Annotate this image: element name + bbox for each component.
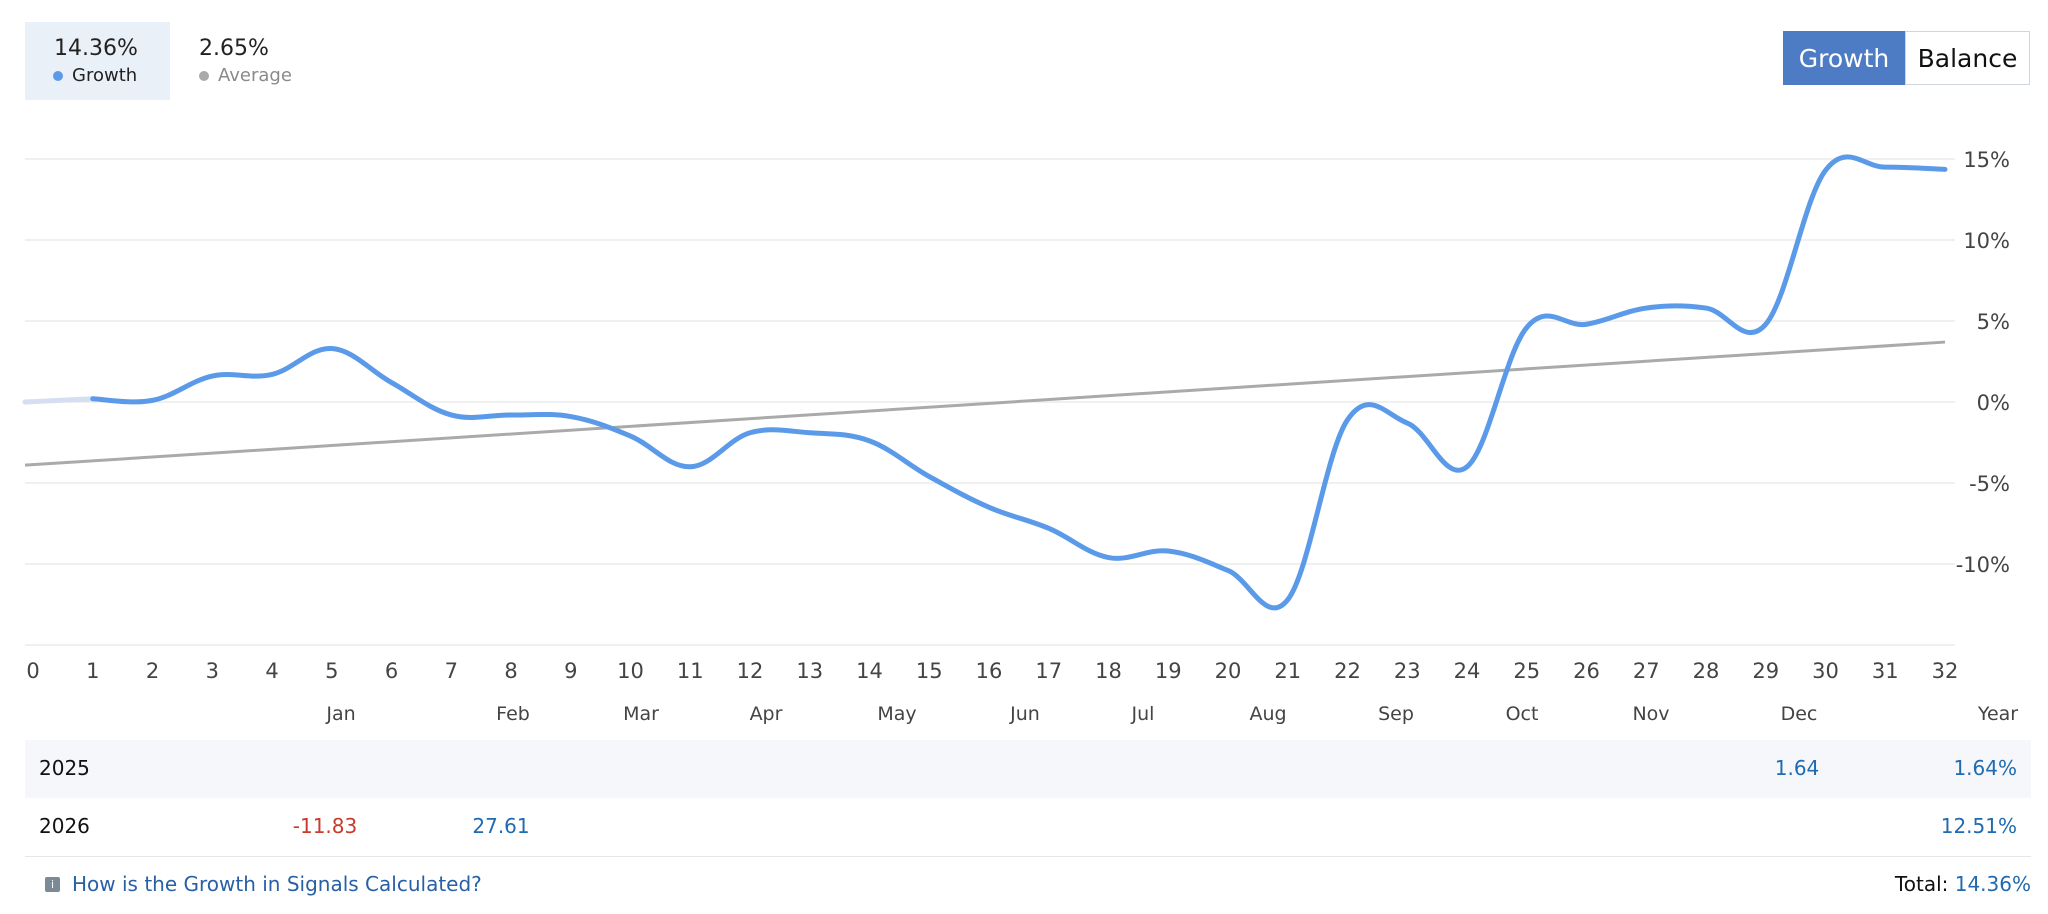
month-label-jun: Jun <box>1010 703 1040 725</box>
x-tick-label: 0 <box>26 659 39 683</box>
x-tick-label: 5 <box>325 659 338 683</box>
legend-average-text: Average <box>218 65 292 86</box>
growth-calculation-link-text: How is the Growth in Signals Calculated? <box>72 872 482 896</box>
x-tick-label: 28 <box>1693 659 1720 683</box>
growth-dot-icon <box>53 70 63 81</box>
legend-average[interactable]: 2.65% Average <box>190 22 320 100</box>
info-icon: i <box>45 876 60 892</box>
balance-toggle-button[interactable]: Balance <box>1905 31 2030 85</box>
x-tick-label: 27 <box>1633 659 1660 683</box>
x-tick-label: 4 <box>265 659 278 683</box>
x-tick-label: 13 <box>796 659 823 683</box>
month-label-oct: Oct <box>1505 703 1539 725</box>
table-row: 2026 -11.83 27.61 12.51% <box>25 798 2031 857</box>
legend-growth[interactable]: 14.36% Growth <box>25 22 170 100</box>
x-tick-label: 25 <box>1513 659 1540 683</box>
average-dot-icon <box>199 70 209 81</box>
month-label-dec: Dec <box>1780 703 1818 725</box>
month-label-feb: Feb <box>496 703 530 725</box>
month-label-sep: Sep <box>1378 703 1414 725</box>
legend-growth-text: Growth <box>72 65 138 86</box>
growth-calculation-link[interactable]: i How is the Growth in Signals Calculate… <box>45 872 482 896</box>
x-tick-label: 32 <box>1932 659 1959 683</box>
month-label-mar: Mar <box>623 703 659 725</box>
y-tick-label: 0% <box>1977 391 2010 415</box>
x-tick-label: 30 <box>1812 659 1839 683</box>
x-tick-label: 16 <box>976 659 1003 683</box>
month-label-apr: Apr <box>749 703 783 725</box>
month-label-nov: Nov <box>1632 703 1670 725</box>
x-tick-label: 19 <box>1155 659 1182 683</box>
x-tick-label: 2 <box>146 659 159 683</box>
cell-2026-jan: -11.83 <box>292 814 358 838</box>
month-label-aug: Aug <box>1249 703 1287 725</box>
month-label-jan: Jan <box>326 703 356 725</box>
x-tick-label: 31 <box>1872 659 1899 683</box>
x-tick-label: 17 <box>1035 659 1062 683</box>
total-label: Total: <box>1894 872 1949 896</box>
legend-average-label: Average <box>199 65 292 86</box>
total-summary: Total: 14.36% <box>1895 872 2031 896</box>
month-label-jul: Jul <box>1131 703 1155 725</box>
legend-growth-label: Growth <box>53 65 137 86</box>
series-line-average <box>24 340 1946 467</box>
series-line-growth-initial <box>22 396 96 405</box>
month-label-year: Year <box>1977 703 2019 725</box>
x-tick-label: 15 <box>916 659 943 683</box>
x-tick-label: 14 <box>856 659 883 683</box>
x-tick-label: 11 <box>677 659 704 683</box>
x-tick-label: 12 <box>737 659 764 683</box>
x-tick-label: 6 <box>385 659 398 683</box>
x-tick-label: 8 <box>504 659 517 683</box>
x-tick-label: 1 <box>86 659 99 683</box>
y-tick-label: -5% <box>1969 472 2010 496</box>
x-tick-label: 18 <box>1095 659 1122 683</box>
x-tick-label: 20 <box>1215 659 1242 683</box>
series-line-growth <box>90 154 1948 611</box>
cell-2025-dec: 1.64 <box>1774 756 1820 780</box>
x-tick-label: 26 <box>1573 659 1600 683</box>
y-tick-label: 10% <box>1963 229 2010 253</box>
x-tick-label: 24 <box>1454 659 1481 683</box>
x-tick-label: 7 <box>445 659 458 683</box>
legend-average-value: 2.65% <box>199 36 269 61</box>
y-tick-label: 15% <box>1963 148 2010 172</box>
x-tick-label: 22 <box>1334 659 1361 683</box>
x-tick-label: 29 <box>1752 659 1779 683</box>
y-tick-label: 5% <box>1977 310 2010 334</box>
x-tick-label: 10 <box>617 659 644 683</box>
table-row: 2025 1.64 1.64% <box>25 740 2031 798</box>
cell-2025-year-total: 1.64% <box>1953 756 2017 780</box>
growth-toggle-button[interactable]: Growth <box>1783 31 1905 85</box>
cell-2026-year-total: 12.51% <box>1940 814 2017 838</box>
legend-growth-value: 14.36% <box>54 36 138 61</box>
x-tick-label: 3 <box>206 659 219 683</box>
cell-2026-feb: 27.61 <box>472 814 530 838</box>
x-tick-label: 23 <box>1394 659 1421 683</box>
row-year-label: 2026 <box>39 814 90 838</box>
total-value: 14.36% <box>1954 872 2031 896</box>
row-year-label: 2025 <box>39 756 90 780</box>
x-tick-label: 9 <box>564 659 577 683</box>
x-tick-label: 21 <box>1274 659 1301 683</box>
month-label-may: May <box>877 703 917 725</box>
growth-chart: 15%10%5%0%-5%-10% 0 1 2 3 4 5 6 7 8 9 10 11 12 13 14 15… <box>22 148 2010 683</box>
y-tick-label: -10% <box>1956 553 2010 577</box>
